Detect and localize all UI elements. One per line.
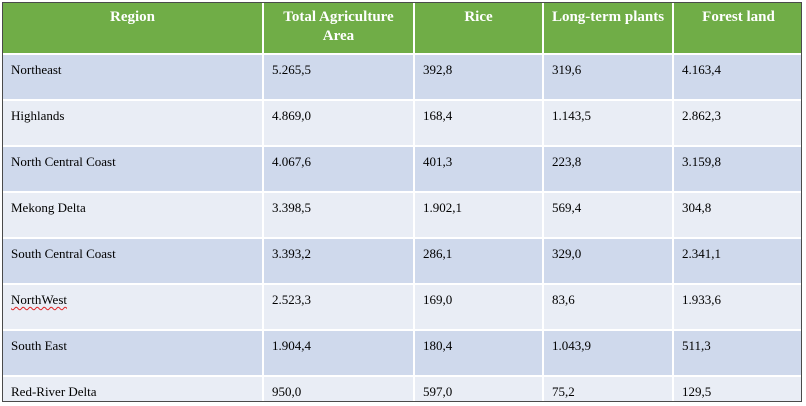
cell-total-agriculture-area: 5.265,5 bbox=[263, 54, 415, 101]
table-row: South Central Coast 3.393,2 286,1 329,0 … bbox=[3, 238, 801, 285]
table-frame: Region Total Agriculture Area Rice Long-… bbox=[2, 2, 802, 402]
cell-total-agriculture-area: 2.523,3 bbox=[263, 284, 415, 331]
header-long-term-plants: Long-term plants bbox=[543, 3, 674, 55]
table-row: Mekong Delta 3.398,5 1.902,1 569,4 304,8 bbox=[3, 192, 801, 239]
cell-rice: 392,8 bbox=[414, 54, 544, 101]
cell-total-agriculture-area: 4.869,0 bbox=[263, 100, 415, 147]
table-row: Red-River Delta 950,0 597,0 75,2 129,5 bbox=[3, 376, 801, 401]
cell-region: North Central Coast bbox=[3, 146, 264, 193]
spellcheck-flagged-word: NorthWest bbox=[11, 292, 67, 307]
cell-forest-land: 2.862,3 bbox=[673, 100, 801, 147]
cell-region: Northeast bbox=[3, 54, 264, 101]
cell-long-term-plants: 319,6 bbox=[543, 54, 674, 101]
cell-rice: 401,3 bbox=[414, 146, 544, 193]
cell-region: South Central Coast bbox=[3, 238, 264, 285]
table-row: North Central Coast 4.067,6 401,3 223,8 … bbox=[3, 146, 801, 193]
table-row: South East 1.904,4 180,4 1.043,9 511,3 bbox=[3, 330, 801, 377]
cell-long-term-plants: 83,6 bbox=[543, 284, 674, 331]
table-row: NorthWest 2.523,3 169,0 83,6 1.933,6 bbox=[3, 284, 801, 331]
cell-region: South East bbox=[3, 330, 264, 377]
cell-total-agriculture-area: 1.904,4 bbox=[263, 330, 415, 377]
header-forest-land: Forest land bbox=[673, 3, 801, 55]
cell-long-term-plants: 223,8 bbox=[543, 146, 674, 193]
cell-region: Highlands bbox=[3, 100, 264, 147]
header-rice: Rice bbox=[414, 3, 544, 55]
cell-forest-land: 1.933,6 bbox=[673, 284, 801, 331]
cell-long-term-plants: 329,0 bbox=[543, 238, 674, 285]
cell-rice: 1.902,1 bbox=[414, 192, 544, 239]
table-row: Northeast 5.265,5 392,8 319,6 4.163,4 bbox=[3, 54, 801, 101]
cell-total-agriculture-area: 3.398,5 bbox=[263, 192, 415, 239]
cell-forest-land: 4.163,4 bbox=[673, 54, 801, 101]
cell-total-agriculture-area: 950,0 bbox=[263, 376, 415, 401]
agriculture-table: Region Total Agriculture Area Rice Long-… bbox=[3, 3, 801, 401]
cell-rice: 597,0 bbox=[414, 376, 544, 401]
cell-region: Mekong Delta bbox=[3, 192, 264, 239]
cell-total-agriculture-area: 3.393,2 bbox=[263, 238, 415, 285]
cell-long-term-plants: 1.043,9 bbox=[543, 330, 674, 377]
table-row: Highlands 4.869,0 168,4 1.143,5 2.862,3 bbox=[3, 100, 801, 147]
cell-forest-land: 129,5 bbox=[673, 376, 801, 401]
cell-long-term-plants: 75,2 bbox=[543, 376, 674, 401]
cell-region: NorthWest bbox=[3, 284, 264, 331]
cell-rice: 169,0 bbox=[414, 284, 544, 331]
header-total-agriculture-area: Total Agriculture Area bbox=[263, 3, 415, 55]
cell-rice: 286,1 bbox=[414, 238, 544, 285]
cell-rice: 168,4 bbox=[414, 100, 544, 147]
header-row: Region Total Agriculture Area Rice Long-… bbox=[3, 3, 801, 55]
cell-total-agriculture-area: 4.067,6 bbox=[263, 146, 415, 193]
cell-rice: 180,4 bbox=[414, 330, 544, 377]
cell-long-term-plants: 1.143,5 bbox=[543, 100, 674, 147]
cell-region: Red-River Delta bbox=[3, 376, 264, 401]
cell-forest-land: 511,3 bbox=[673, 330, 801, 377]
cell-long-term-plants: 569,4 bbox=[543, 192, 674, 239]
cell-forest-land: 3.159,8 bbox=[673, 146, 801, 193]
cell-forest-land: 304,8 bbox=[673, 192, 801, 239]
header-region: Region bbox=[3, 3, 264, 55]
cell-forest-land: 2.341,1 bbox=[673, 238, 801, 285]
